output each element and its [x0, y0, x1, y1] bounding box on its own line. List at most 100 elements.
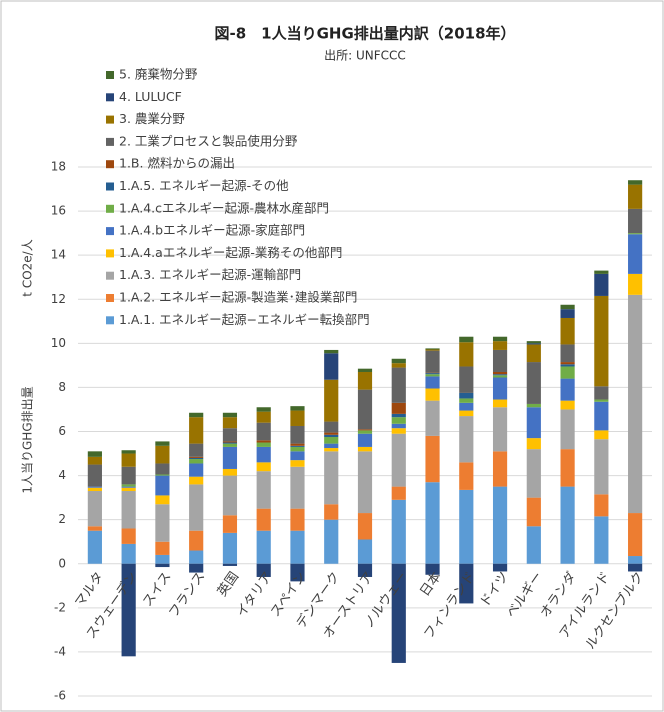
bar-segment [425, 400, 440, 436]
bar-segment [628, 513, 643, 557]
bar-segment [357, 429, 373, 431]
bar-segment [222, 441, 238, 443]
bar-segment [189, 463, 204, 477]
y-tick-label: 14 [51, 248, 66, 262]
legend-label: 1.A.1. エネルギー起源−エネルギー転換部門 [119, 312, 370, 327]
bar-segment [121, 486, 136, 488]
bar-segment [121, 487, 136, 492]
bar-segment [459, 398, 474, 403]
bar-segment [391, 499, 406, 564]
bar-segment [155, 463, 170, 475]
bar-segment [594, 401, 609, 431]
bar-segment [87, 486, 102, 488]
bar-segment [391, 358, 406, 364]
bar-segment [256, 462, 271, 472]
bar-segment [324, 434, 339, 438]
bar-segment [492, 563, 508, 572]
bar-segment [357, 430, 373, 434]
bar-segment [560, 304, 575, 310]
bar-segment [222, 442, 238, 444]
chart-title: 図-8 1人当りGHG排出量内訳（2018年） [214, 25, 515, 43]
bar-segment [256, 508, 271, 531]
y-tick-label: 4 [58, 468, 66, 482]
bar-segment [290, 563, 305, 582]
bar-segment [324, 451, 339, 505]
legend-swatch [106, 249, 114, 258]
bar-segment [121, 453, 136, 467]
legend-swatch [106, 204, 114, 213]
bar-segment [459, 392, 474, 399]
bar-segment [290, 460, 305, 467]
bar-segment [222, 417, 238, 429]
bar-segment [492, 399, 508, 408]
bar-segment [324, 437, 339, 444]
bar-segment [222, 532, 238, 564]
bar-segment [357, 513, 373, 540]
bar-segment [87, 487, 102, 492]
legend-swatch [106, 93, 114, 102]
bar-segment [121, 528, 136, 544]
bar-segment [189, 412, 204, 418]
bar-segment [628, 208, 643, 234]
bar-segment [357, 389, 373, 430]
bar-segment [560, 366, 575, 379]
legend-swatch [106, 316, 114, 325]
bar-segment [155, 441, 170, 446]
bar-segment [256, 407, 271, 412]
bar-segment [560, 317, 575, 345]
bar-segment [425, 388, 440, 401]
bar-segment [526, 341, 541, 344]
bar-segment [155, 554, 170, 564]
bar-segment [425, 373, 440, 375]
y-tick-label: 12 [51, 292, 66, 306]
bar-segment [492, 336, 508, 342]
bar-segment [459, 366, 474, 393]
bar-segment [526, 362, 541, 404]
bar-segment [594, 386, 609, 400]
y-tick-label: 16 [51, 204, 66, 218]
chart-subtitle: 出所: UNFCCC [324, 49, 406, 63]
bar-segment [155, 445, 170, 464]
bar-segment [290, 508, 305, 531]
bar-segment [594, 516, 609, 564]
bar-segment [155, 563, 170, 568]
bar-segment [222, 475, 238, 516]
bar-segment [628, 563, 643, 572]
bar-segment [594, 430, 609, 440]
bar-segment [290, 530, 305, 564]
bar-segment [391, 433, 406, 487]
y-tick-label: -6 [54, 689, 66, 703]
bar-segment [324, 349, 339, 354]
bar-segment [526, 344, 541, 363]
bar-segment [526, 526, 541, 564]
bar-segment [560, 378, 575, 401]
bar-segment [594, 273, 609, 296]
legend-label: 1.A.4.aエネルギー起源-業務その他部門 [119, 245, 342, 260]
bar-segment [391, 423, 406, 429]
bar-segment [526, 403, 541, 408]
y-tick-label: 2 [58, 512, 66, 526]
bar-segment [628, 294, 643, 514]
bar-segment [357, 371, 373, 390]
bar-segment [87, 491, 102, 527]
bar-segment [324, 519, 339, 564]
bar-segment [87, 464, 102, 487]
bar-segment [526, 343, 541, 345]
bar-segment [189, 457, 204, 460]
bar-segment [324, 421, 339, 433]
bar-segment [560, 449, 575, 487]
bar-segment [560, 344, 575, 363]
bar-segment [459, 462, 474, 490]
bar-segment [492, 375, 508, 378]
bar-segment [357, 539, 373, 564]
bar-segment [391, 417, 406, 424]
bar-segment [357, 433, 373, 447]
y-axis-unit: t CO2e/人 [21, 239, 35, 296]
bar-segment [594, 270, 609, 274]
bar-segment [189, 417, 204, 444]
bar-segment [290, 446, 305, 452]
bar-segment [391, 563, 406, 663]
y-axis-label: 1人当りGHG排出量 [21, 386, 35, 493]
legend-label: 1.A.4.cエネルギー起源-農林水産部門 [119, 200, 329, 215]
bar-segment [594, 494, 609, 517]
